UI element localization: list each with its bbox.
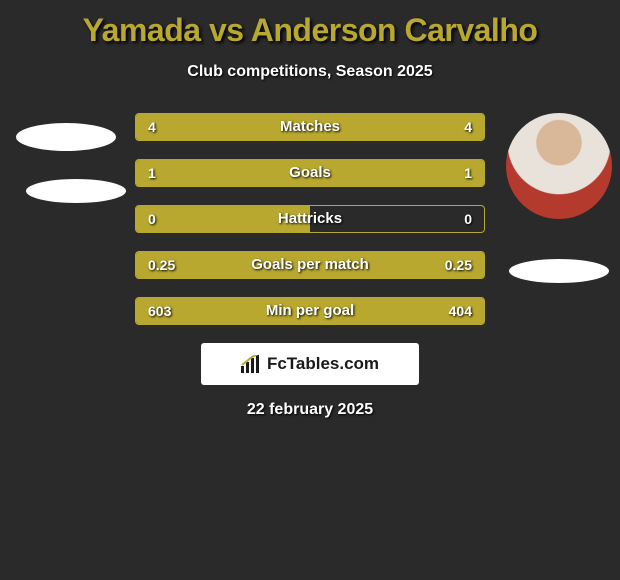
comparison-content: 4Matches4 1Goals1 0Hattricks0 0.25Goals per… xyxy=(0,113,620,419)
competition-subtitle: Club competitions, Season 2025 xyxy=(0,63,620,81)
footer-date: 22 february 2025 xyxy=(0,401,620,419)
player-right-flag-placeholder xyxy=(509,259,609,283)
page-title: Yamada vs Anderson Carvalho xyxy=(0,0,620,49)
stat-row: 1Goals1 xyxy=(135,159,485,187)
player-left-placeholder-1 xyxy=(16,123,116,151)
stat-label: Matches xyxy=(136,114,484,140)
stat-label: Min per goal xyxy=(136,298,484,324)
stat-row: 0.25Goals per match0.25 xyxy=(135,251,485,279)
brand-badge[interactable]: FcTables.com xyxy=(201,343,419,385)
stat-value-right: 0.25 xyxy=(445,252,472,278)
brand-text: FcTables.com xyxy=(267,354,379,374)
stat-value-right: 0 xyxy=(464,206,472,232)
stat-label: Goals per match xyxy=(136,252,484,278)
stat-label: Hattricks xyxy=(136,206,484,232)
stat-row: 603Min per goal404 xyxy=(135,297,485,325)
chart-icon xyxy=(241,355,261,373)
stats-list: 4Matches4 1Goals1 0Hattricks0 0.25Goals per… xyxy=(135,113,485,325)
player-left-placeholder-2 xyxy=(26,179,126,203)
stat-row: 0Hattricks0 xyxy=(135,205,485,233)
player-right-photo xyxy=(506,113,612,219)
stat-label: Goals xyxy=(136,160,484,186)
player-right-column xyxy=(504,113,614,283)
stat-row: 4Matches4 xyxy=(135,113,485,141)
stat-value-right: 1 xyxy=(464,160,472,186)
stat-value-right: 4 xyxy=(464,114,472,140)
stat-value-right: 404 xyxy=(449,298,472,324)
